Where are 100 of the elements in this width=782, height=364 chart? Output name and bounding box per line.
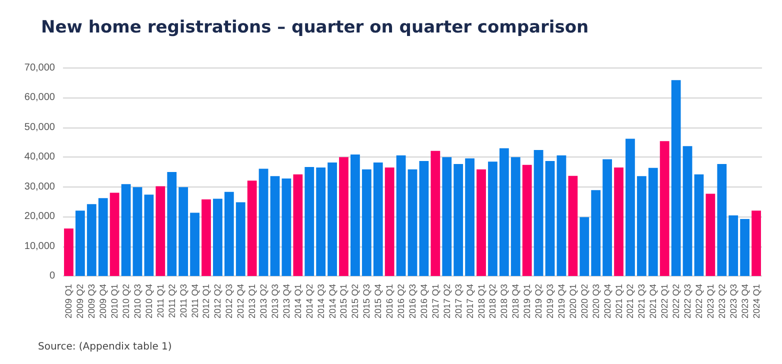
bar	[178, 187, 188, 276]
bar	[694, 174, 704, 276]
y-tick-label: 10,000	[24, 240, 56, 252]
bar	[510, 157, 520, 276]
bar	[304, 166, 314, 276]
x-tick-label: 2022 Q3	[682, 284, 693, 319]
bar	[202, 199, 211, 276]
bar	[270, 176, 280, 276]
x-tick-label: 2021 Q3	[636, 284, 647, 319]
x-tick-label: 2023 Q1	[705, 284, 716, 319]
bar	[236, 202, 246, 276]
y-tick-label: 40,000	[24, 152, 56, 163]
bar	[350, 154, 360, 276]
bar	[717, 164, 727, 276]
x-tick-label: 2020 Q4	[602, 284, 612, 319]
bar	[648, 168, 658, 276]
x-tick-label: 2016 Q1	[384, 284, 395, 319]
x-tick-label: 2010 Q4	[144, 284, 154, 319]
x-tick-label: 2009 Q1	[64, 284, 74, 319]
x-tick-label: 2021 Q2	[625, 284, 636, 319]
x-tick-label: 2023 Q4	[740, 284, 750, 319]
source-note: Source: (Appendix table 1)	[38, 342, 172, 352]
bar	[247, 180, 257, 276]
bar	[580, 217, 590, 276]
x-tick-label: 2017 Q3	[453, 284, 464, 319]
x-tick-label: 2012 Q2	[212, 284, 223, 319]
bar	[328, 162, 337, 276]
bar	[121, 184, 131, 276]
bar	[213, 198, 222, 276]
bar	[454, 164, 464, 276]
x-tick-label: 2021 Q4	[648, 284, 658, 319]
bar	[636, 176, 646, 276]
bar	[626, 138, 635, 276]
bar	[728, 215, 738, 276]
x-tick-label: 2019 Q2	[534, 284, 544, 319]
x-tick-label: 2016 Q3	[408, 284, 418, 319]
x-tick-label: 2012 Q3	[224, 284, 234, 319]
x-tick-label: 2010 Q3	[132, 284, 142, 319]
x-tick-label: 2014 Q3	[316, 284, 326, 319]
x-tick-label: 2018 Q4	[510, 284, 521, 319]
bar	[602, 159, 612, 276]
bar	[419, 161, 429, 276]
x-tick-label: 2022 Q2	[671, 284, 682, 319]
bar	[545, 161, 555, 276]
bar	[408, 169, 418, 276]
x-tick-label: 2010 Q1	[110, 284, 120, 319]
x-tick-label: 2016 Q4	[418, 284, 429, 319]
x-tick-label: 2009 Q3	[86, 284, 97, 319]
bar	[110, 192, 120, 276]
bar	[316, 168, 326, 276]
x-tick-label: 2015 Q4	[373, 284, 384, 319]
x-tick-label: 2021 Q1	[614, 284, 624, 319]
bar	[224, 192, 234, 276]
y-tick-label: 50,000	[24, 122, 56, 133]
bar	[98, 198, 108, 276]
x-tick-label: 2009 Q2	[75, 284, 86, 319]
bar	[522, 164, 532, 276]
x-tick-label: 2011 Q1	[155, 284, 166, 318]
x-tick-label: 2014 Q2	[304, 284, 314, 319]
x-tick-label: 2013 Q2	[258, 284, 269, 319]
bar	[258, 168, 268, 276]
bar	[396, 155, 406, 276]
x-tick-label: 2012 Q1	[201, 284, 212, 319]
bar	[534, 150, 544, 276]
bar	[339, 157, 348, 276]
bar	[499, 148, 509, 276]
chart-title: New home registrations – quarter on quarter comparison	[41, 18, 589, 38]
bar	[556, 155, 566, 276]
bar	[86, 204, 96, 276]
bar	[156, 186, 166, 276]
x-tick-label: 2019 Q1	[522, 284, 532, 319]
x-tick-label: 2017 Q4	[464, 284, 475, 319]
bar	[190, 212, 200, 276]
bar	[488, 162, 498, 276]
x-tick-label: 2014 Q1	[292, 284, 303, 319]
y-tick-label: 70,000	[24, 62, 56, 74]
x-tick-label: 2012 Q4	[236, 284, 246, 319]
x-tick-label: 2018 Q2	[488, 284, 498, 319]
bar	[384, 168, 394, 276]
x-tick-label: 2020 Q1	[568, 284, 578, 319]
x-tick-label: 2013 Q4	[281, 284, 292, 319]
bar	[591, 190, 601, 276]
bar	[568, 176, 578, 276]
x-tick-label: 2017 Q1	[430, 284, 440, 319]
bar	[442, 157, 452, 276]
x-tick-label: 2014 Q4	[327, 284, 338, 319]
x-tick-label: 2019 Q4	[556, 284, 566, 319]
bar	[465, 158, 474, 276]
bar	[282, 178, 292, 276]
x-tick-label: 2018 Q1	[476, 284, 486, 319]
x-tick-label: 2011 Q2	[166, 284, 177, 318]
bar	[132, 187, 142, 276]
bar	[752, 210, 761, 276]
y-tick-label: 20,000	[24, 211, 56, 222]
x-tick-label: 2018 Q3	[499, 284, 510, 319]
bar	[75, 210, 85, 276]
y-tick-label: 0	[49, 270, 56, 282]
bar	[373, 162, 383, 276]
bar	[682, 146, 692, 276]
bar	[430, 150, 440, 276]
